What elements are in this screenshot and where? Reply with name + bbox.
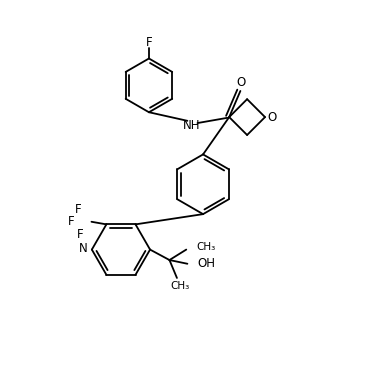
- Text: F: F: [68, 215, 74, 228]
- Text: F: F: [77, 228, 84, 241]
- Text: O: O: [236, 76, 246, 89]
- Text: O: O: [268, 111, 277, 124]
- Text: F: F: [75, 203, 82, 216]
- Text: CH₃: CH₃: [170, 281, 190, 291]
- Text: F: F: [146, 36, 152, 49]
- Text: NH: NH: [183, 119, 201, 132]
- Text: N: N: [79, 242, 88, 255]
- Text: CH₃: CH₃: [197, 242, 216, 252]
- Text: OH: OH: [198, 257, 216, 270]
